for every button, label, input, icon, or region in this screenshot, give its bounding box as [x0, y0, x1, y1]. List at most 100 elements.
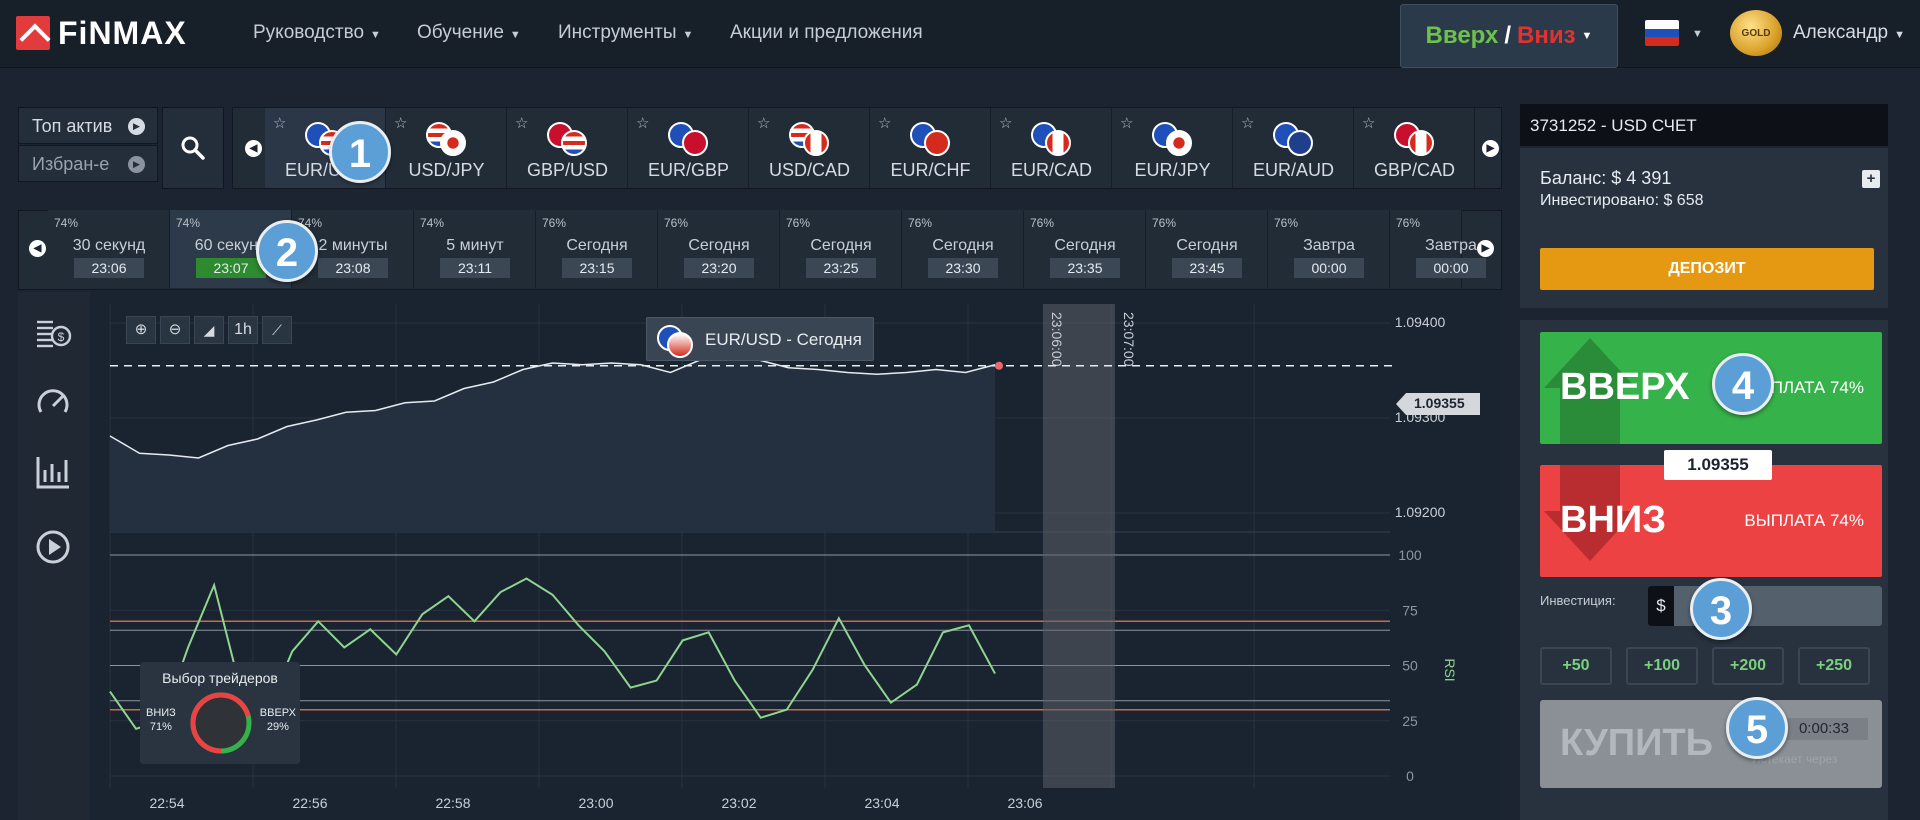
account-title: 3731252 - USD СЧЕТ — [1520, 104, 1888, 146]
account-box: Баланс: $ 4 391 Инвестировано: $ 658 + Д… — [1520, 148, 1888, 308]
star-icon[interactable]: ☆ — [1120, 115, 1134, 132]
asset-label: EUR/JPY — [1134, 160, 1211, 180]
gauge-icon[interactable] — [33, 382, 73, 422]
expiry-option[interactable]: 74% 30 секунд 23:06 — [48, 210, 170, 288]
step-badge-3: 3 — [1690, 578, 1752, 640]
asset-tab[interactable]: ☆ EUR/CHF — [870, 108, 991, 188]
zoom-in-button[interactable]: ⊕ — [126, 316, 156, 344]
finmax-logo[interactable]: FiNMAX — [16, 14, 187, 52]
nav-guide[interactable]: Руководство ▼ — [253, 22, 381, 43]
nav-tools[interactable]: Инструменты ▼ — [558, 22, 694, 43]
chart-zoom-toolbar: ⊕ ⊖ ◢ 1h ⟋ — [126, 316, 292, 344]
asset-tab[interactable]: ☆ EUR/AUD — [1233, 108, 1354, 188]
user-menu[interactable]: Александр ▼ — [1793, 22, 1905, 43]
expiry-name: Сегодня — [566, 237, 628, 254]
quick-add-100-button[interactable]: +100 — [1626, 647, 1698, 685]
expiry-option[interactable]: 76% Сегодня 23:20 — [658, 210, 780, 288]
asset-tab[interactable]: ☆ USD/JPY — [386, 108, 507, 188]
expiry-option[interactable]: 76% Сегодня 23:35 — [1024, 210, 1146, 288]
asset-tab[interactable]: ☆ EUR/GBP — [628, 108, 749, 188]
asset-selector-bar: Топ актив ▶ Избран-е ▶ ◀ ☆ EUR/USD ☆ USD/JPY ☆… — [18, 107, 1502, 190]
star-icon[interactable]: ☆ — [999, 115, 1013, 132]
expiry-name: Завтра — [1425, 237, 1477, 254]
zoom-out-icon: ⊖ — [168, 321, 182, 338]
call-up-button[interactable]: ВВЕРХ ВЫПЛАТА 74% — [1540, 332, 1882, 444]
star-icon[interactable]: ☆ — [1362, 115, 1376, 132]
star-icon[interactable]: ☆ — [1241, 115, 1255, 132]
coins-icon[interactable]: $ — [33, 312, 73, 352]
arrow-right-icon[interactable]: ▶ — [1482, 140, 1499, 157]
search-button[interactable] — [162, 107, 224, 189]
payout-pct: 76% — [1152, 216, 1177, 230]
nav-learning[interactable]: Обучение ▼ — [417, 22, 521, 43]
expiry-option[interactable]: 76% Завтра 00:00 — [1390, 210, 1486, 288]
expiry-time: 23:15 — [562, 258, 632, 278]
investment-input[interactable]: $ — [1648, 586, 1882, 626]
asset-tab[interactable]: ☆ GBP/USD — [507, 108, 628, 188]
price-chart[interactable]: 23:06:00 23:07:00 1.09400 1.09300 1.09200 1… — [90, 292, 1502, 820]
top-navigation: FiNMAX Руководство ▼ Обучение ▼ Инструмент… — [0, 0, 1920, 68]
arrow-right-icon[interactable]: ▶ — [1477, 240, 1494, 257]
step-badge-4: 4 — [1712, 353, 1774, 415]
star-icon[interactable]: ☆ — [394, 115, 408, 132]
asset-tab[interactable]: ☆ EUR/CAD — [991, 108, 1112, 188]
expiry-option[interactable]: 76% Сегодня 23:25 — [780, 210, 902, 288]
russia-flag-icon[interactable] — [1645, 20, 1679, 46]
jp-flag-icon — [440, 130, 466, 156]
currency-symbol: $ — [1648, 586, 1674, 626]
asset-tab[interactable]: ☆ USD/CAD — [749, 108, 870, 188]
expiry-option[interactable]: 74% 5 минут 23:11 — [414, 210, 536, 288]
zoom-out-button[interactable]: ⊖ — [160, 316, 190, 344]
expiry-name: 60 секунд — [194, 237, 268, 254]
expiry-name: 30 секунд — [72, 237, 146, 254]
expiry-option[interactable]: 76% Сегодня 23:15 — [536, 210, 658, 288]
mode-switch-button[interactable]: Вверх / Вниз ▼ — [1400, 4, 1618, 68]
chart-tools-rail: $ — [18, 292, 90, 820]
asset-label: GBP/USD — [526, 160, 609, 180]
chart-type-button[interactable]: ◢ — [194, 316, 224, 344]
star-icon[interactable]: ☆ — [636, 115, 650, 132]
arrow-left-icon[interactable]: ◀ — [245, 140, 262, 157]
chart-title: EUR/USD - Сегодня — [705, 330, 862, 349]
time-tick-label: 22:58 — [435, 795, 470, 811]
vmarker-label-1: 23:06:00 — [1049, 312, 1065, 367]
asset-tab[interactable]: ☆ GBP/CAD — [1354, 108, 1475, 188]
nav-promotions[interactable]: Акции и предложения — [730, 22, 923, 43]
star-icon[interactable]: ☆ — [273, 115, 287, 132]
indicator-icon: ⟋ — [272, 322, 282, 338]
star-icon[interactable]: ☆ — [757, 115, 771, 132]
payout-pct: 76% — [1396, 216, 1421, 230]
top-assets-button[interactable]: Топ актив ▶ — [18, 107, 158, 144]
expiry-name: Сегодня — [1054, 237, 1116, 254]
expiry-caption: Истекает через — [1752, 752, 1838, 766]
star-icon[interactable]: ☆ — [515, 115, 529, 132]
quick-add-50-button[interactable]: +50 — [1540, 647, 1612, 685]
indicators-button[interactable]: ⟋ — [262, 316, 292, 344]
add-funds-button[interactable]: + — [1862, 170, 1880, 188]
expiry-option[interactable]: 76% Сегодня 23:30 — [902, 210, 1024, 288]
expiry-time: 23:25 — [806, 258, 876, 278]
interval-button[interactable]: 1h — [228, 316, 258, 344]
quick-add-200-button[interactable]: +200 — [1712, 647, 1784, 685]
payout-pct: 76% — [1030, 216, 1055, 230]
chart-asset-label[interactable]: EUR/USD - Сегодня — [646, 317, 874, 361]
invested-text: Инвестировано: $ 658 — [1540, 192, 1704, 209]
last-price-dot — [995, 361, 1003, 370]
quick-add-250-button[interactable]: +250 — [1798, 647, 1870, 685]
put-down-button[interactable]: ВНИЗ ВЫПЛАТА 74% — [1540, 465, 1882, 577]
star-icon[interactable]: ☆ — [878, 115, 892, 132]
deposit-button[interactable]: ДЕПОЗИТ — [1540, 248, 1874, 290]
gb-flag-icon — [682, 130, 708, 156]
bar-chart-icon[interactable] — [33, 452, 73, 492]
arrow-left-icon[interactable]: ◀ — [29, 240, 46, 257]
balance-text: Баланс: $ 4 391 — [1540, 168, 1672, 188]
asset-tab[interactable]: ☆ EUR/JPY — [1112, 108, 1233, 188]
favorites-button[interactable]: Избран-е ▶ — [18, 145, 158, 182]
play-circle-icon[interactable] — [33, 527, 73, 567]
expiry-option[interactable]: 76% Сегодня 23:45 — [1146, 210, 1268, 288]
rsi-tick-label: 25 — [1402, 713, 1418, 729]
buy-button[interactable]: КУПИТЬ 0:00:33 Истекает через — [1540, 700, 1882, 788]
expiry-option[interactable]: 76% Завтра 00:00 — [1268, 210, 1390, 288]
chevron-down-icon[interactable]: ▼ — [1692, 28, 1703, 40]
chart-canvas[interactable]: 23:06:00 23:07:00 1.094001.093001.092001… — [90, 292, 1502, 820]
